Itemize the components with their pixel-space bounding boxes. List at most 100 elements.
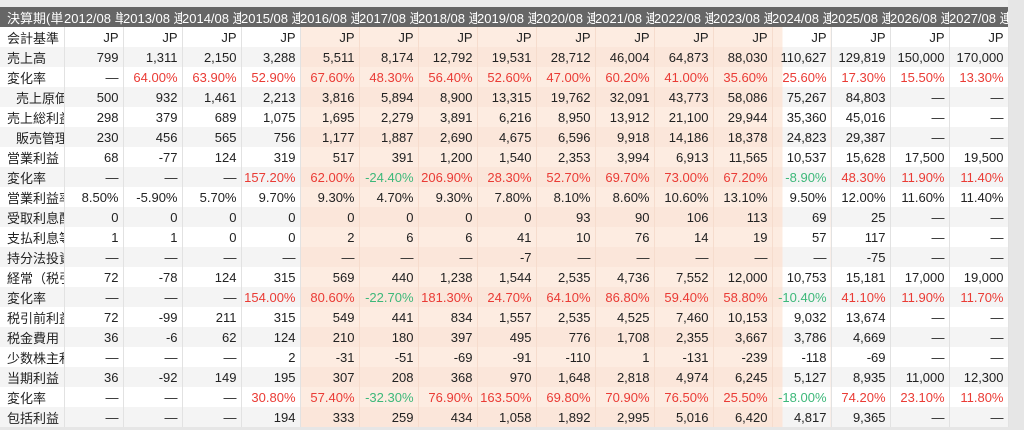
data-cell[interactable]: 776 [536, 327, 596, 347]
data-cell[interactable]: 1 [64, 227, 124, 247]
row-label[interactable]: 包括利益 [0, 407, 65, 427]
row-label[interactable]: 売上総利益 [0, 107, 65, 127]
data-cell[interactable]: 170,000 [949, 47, 1009, 67]
data-cell[interactable]: — [536, 247, 596, 267]
data-cell[interactable]: — [890, 307, 950, 327]
header-period-cell[interactable]: 2020/08 連 [536, 7, 595, 27]
data-cell[interactable]: -91 [477, 347, 537, 367]
row-label[interactable]: 変化率 [0, 287, 65, 307]
data-cell[interactable]: 2,353 [536, 147, 596, 167]
data-cell[interactable]: 80.60% [300, 287, 360, 307]
data-cell[interactable]: JP [241, 27, 301, 47]
data-cell[interactable]: 8,935 [831, 367, 891, 387]
data-cell[interactable]: 7,552 [654, 267, 714, 287]
data-cell[interactable]: 3,786 [772, 327, 832, 347]
data-cell[interactable]: 11,000 [890, 367, 950, 387]
data-cell[interactable]: — [595, 247, 655, 267]
data-cell[interactable]: JP [890, 27, 950, 47]
data-cell[interactable]: 88,030 [713, 47, 773, 67]
data-cell[interactable]: 32,091 [595, 87, 655, 107]
data-cell[interactable]: 8,174 [359, 47, 419, 67]
data-cell[interactable]: 1 [123, 227, 183, 247]
data-cell[interactable]: 19,500 [949, 147, 1009, 167]
data-cell[interactable]: — [713, 247, 773, 267]
data-cell[interactable]: — [890, 207, 950, 227]
header-period-cell[interactable]: 2013/08 連 [123, 7, 182, 27]
data-cell[interactable]: 2 [241, 347, 301, 367]
data-cell[interactable]: 333 [300, 407, 360, 427]
data-cell[interactable]: 41.10% [831, 287, 891, 307]
data-cell[interactable]: — [949, 87, 1009, 107]
data-cell[interactable]: -92 [123, 367, 183, 387]
data-cell[interactable]: 14,186 [654, 127, 714, 147]
data-cell[interactable]: 1,177 [300, 127, 360, 147]
data-cell[interactable]: 12,300 [949, 367, 1009, 387]
data-cell[interactable]: 70.90% [595, 387, 655, 407]
data-cell[interactable]: -77 [123, 147, 183, 167]
data-cell[interactable]: 84,803 [831, 87, 891, 107]
data-cell[interactable]: 57.40% [300, 387, 360, 407]
data-cell[interactable]: 24.70% [477, 287, 537, 307]
data-cell[interactable]: — [654, 247, 714, 267]
data-cell[interactable]: 4,817 [772, 407, 832, 427]
data-cell[interactable]: 230 [64, 127, 124, 147]
data-cell[interactable]: — [890, 247, 950, 267]
data-cell[interactable]: 52.90% [241, 67, 301, 87]
data-cell[interactable]: 4,974 [654, 367, 714, 387]
data-cell[interactable]: 9,032 [772, 307, 832, 327]
data-cell[interactable]: 206.90% [418, 167, 478, 187]
data-cell[interactable]: 10 [536, 227, 596, 247]
data-cell[interactable]: — [949, 407, 1009, 427]
data-cell[interactable]: — [123, 407, 183, 427]
data-cell[interactable]: 6,245 [713, 367, 773, 387]
data-cell[interactable]: 4,675 [477, 127, 537, 147]
row-label[interactable]: 販売管理費 [0, 127, 65, 147]
data-cell[interactable]: 379 [123, 107, 183, 127]
data-cell[interactable]: 1,708 [595, 327, 655, 347]
data-cell[interactable]: — [890, 127, 950, 147]
data-cell[interactable]: 0 [300, 207, 360, 227]
data-cell[interactable]: -69 [418, 347, 478, 367]
data-cell[interactable]: 1,461 [182, 87, 242, 107]
data-cell[interactable]: 13,912 [595, 107, 655, 127]
data-cell[interactable]: 3,667 [713, 327, 773, 347]
data-cell[interactable]: 62 [182, 327, 242, 347]
data-cell[interactable]: JP [949, 27, 1009, 47]
data-cell[interactable]: 1,058 [477, 407, 537, 427]
data-cell[interactable]: — [182, 287, 242, 307]
data-cell[interactable]: JP [536, 27, 596, 47]
data-cell[interactable]: — [182, 347, 242, 367]
data-cell[interactable]: 500 [64, 87, 124, 107]
data-cell[interactable]: 9.30% [418, 187, 478, 207]
data-cell[interactable]: 12.00% [831, 187, 891, 207]
data-cell[interactable]: 1,075 [241, 107, 301, 127]
data-cell[interactable]: — [772, 247, 832, 267]
data-cell[interactable]: 1,695 [300, 107, 360, 127]
data-cell[interactable]: 298 [64, 107, 124, 127]
data-cell[interactable]: 76.90% [418, 387, 478, 407]
data-cell[interactable]: 689 [182, 107, 242, 127]
data-cell[interactable]: 0 [241, 227, 301, 247]
data-cell[interactable]: 569 [300, 267, 360, 287]
data-cell[interactable]: — [123, 287, 183, 307]
data-cell[interactable]: 517 [300, 147, 360, 167]
data-cell[interactable]: JP [64, 27, 124, 47]
data-cell[interactable]: 157.20% [241, 167, 301, 187]
data-cell[interactable]: 6,420 [713, 407, 773, 427]
data-cell[interactable]: -239 [713, 347, 773, 367]
data-cell[interactable]: 60.20% [595, 67, 655, 87]
data-cell[interactable]: 9.30% [300, 187, 360, 207]
data-cell[interactable]: — [890, 327, 950, 347]
data-cell[interactable]: 13,674 [831, 307, 891, 327]
data-cell[interactable]: 4,736 [595, 267, 655, 287]
data-cell[interactable]: — [182, 407, 242, 427]
data-cell[interactable]: JP [182, 27, 242, 47]
data-cell[interactable]: 14 [654, 227, 714, 247]
data-cell[interactable]: JP [418, 27, 478, 47]
data-cell[interactable]: 5,894 [359, 87, 419, 107]
data-cell[interactable]: 11.60% [890, 187, 950, 207]
data-cell[interactable]: 25 [831, 207, 891, 227]
row-label[interactable]: 会計基準 [0, 27, 65, 47]
data-cell[interactable]: — [890, 87, 950, 107]
data-cell[interactable]: -69 [831, 347, 891, 367]
